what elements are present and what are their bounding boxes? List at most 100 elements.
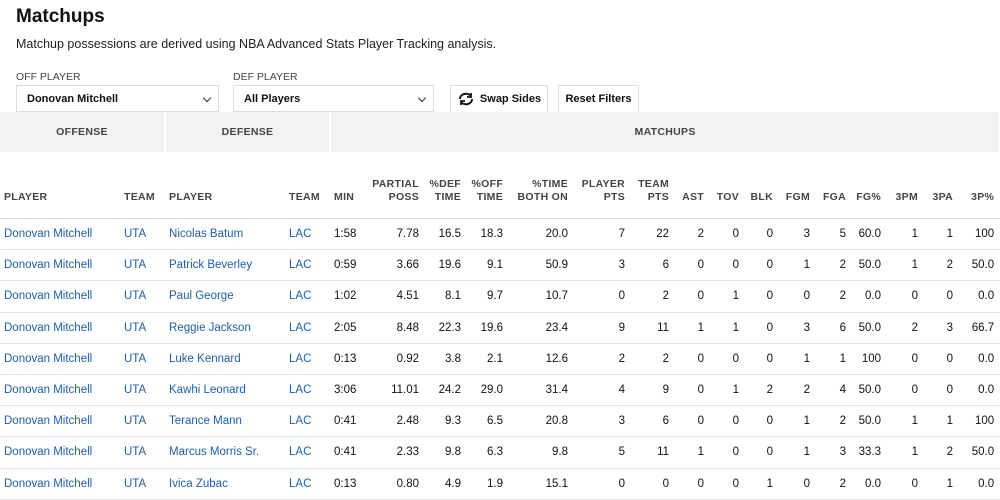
link-cell[interactable]: UTA xyxy=(120,436,166,469)
link-cell[interactable]: LAC xyxy=(285,374,331,407)
cell: 24.2 xyxy=(425,374,468,407)
cell: 3 xyxy=(574,249,632,282)
cell: 0 xyxy=(924,280,960,313)
link-cell[interactable]: Kawhi Leonard xyxy=(165,374,286,407)
cell: 0 xyxy=(710,343,746,375)
cell: 1 xyxy=(779,436,817,469)
cell: 8.48 xyxy=(370,312,426,344)
link-cell[interactable]: LAC xyxy=(285,436,331,469)
cell: 0 xyxy=(924,374,960,407)
link-cell[interactable]: UTA xyxy=(120,374,166,407)
cell: 50.0 xyxy=(959,249,1000,282)
swap-icon xyxy=(458,92,473,106)
cell: 3 xyxy=(779,312,817,344)
link-cell[interactable]: Donovan Mitchell xyxy=(0,468,120,500)
table-row: Donovan Mitchell UTA Kawhi Leonard LAC 3:06 1… xyxy=(0,374,1000,407)
filter-label: DEF PLAYER xyxy=(233,71,298,83)
link-cell[interactable]: Donovan Mitchell xyxy=(0,218,120,251)
column-header: %DEF TIME xyxy=(425,152,468,219)
cell: 1 xyxy=(779,343,817,375)
cell: 22.3 xyxy=(425,312,468,344)
link-cell[interactable]: LAC xyxy=(285,312,331,344)
link-cell[interactable]: Donovan Mitchell xyxy=(0,312,120,344)
table-row: Donovan Mitchell UTA Terance Mann LAC 0:41 2.… xyxy=(0,405,1000,438)
cell: 1 xyxy=(887,405,925,438)
link-cell[interactable]: UTA xyxy=(120,218,166,251)
cell: 1 xyxy=(887,436,925,469)
cell: 1 xyxy=(816,343,853,375)
cell: 0.92 xyxy=(370,343,426,375)
link-cell[interactable]: LAC xyxy=(285,280,331,313)
cell: 19.6 xyxy=(425,249,468,282)
swap-button[interactable]: Swap Sides xyxy=(450,85,548,113)
link-cell[interactable]: UTA xyxy=(120,343,166,375)
cell: 2 xyxy=(887,312,925,344)
link-cell[interactable]: Donovan Mitchell xyxy=(0,280,120,313)
link-cell[interactable]: UTA xyxy=(120,249,166,282)
table-row: Donovan Mitchell UTA Patrick Beverley LAC 0:… xyxy=(0,249,1000,282)
link-cell[interactable]: UTA xyxy=(120,405,166,438)
cell: 3 xyxy=(574,405,632,438)
link-cell[interactable]: Donovan Mitchell xyxy=(0,343,120,375)
cell: 3.66 xyxy=(370,249,426,282)
link-cell[interactable]: UTA xyxy=(120,280,166,313)
column-header: MIN xyxy=(330,152,371,219)
cell: 9.1 xyxy=(467,249,510,282)
def-player-select[interactable]: All Players xyxy=(233,85,434,112)
cell: 19.6 xyxy=(467,312,510,344)
cell: 0 xyxy=(887,468,925,500)
link-cell[interactable]: LAC xyxy=(285,405,331,438)
cell: 7.78 xyxy=(370,218,426,251)
cell: 2 xyxy=(816,405,853,438)
cell: 0:41 xyxy=(330,405,371,438)
link-cell[interactable]: Donovan Mitchell xyxy=(0,405,120,438)
cell: 20.0 xyxy=(509,218,575,251)
cell: 0 xyxy=(631,468,676,500)
cell: 18.3 xyxy=(467,218,510,251)
link-cell[interactable]: Reggie Jackson xyxy=(165,312,286,344)
cell: 50.0 xyxy=(852,249,888,282)
cell: 5 xyxy=(574,436,632,469)
link-cell[interactable]: Paul George xyxy=(165,280,286,313)
cell: 0 xyxy=(887,280,925,313)
link-cell[interactable]: Marcus Morris Sr. xyxy=(165,436,286,469)
cell: 12.6 xyxy=(509,343,575,375)
link-cell[interactable]: Nicolas Batum xyxy=(165,218,286,251)
cell: 0 xyxy=(675,468,711,500)
link-cell[interactable]: Donovan Mitchell xyxy=(0,249,120,282)
cell: 9 xyxy=(631,374,676,407)
link-cell[interactable]: UTA xyxy=(120,468,166,500)
column-header: AST xyxy=(675,152,711,219)
cell: 4.51 xyxy=(370,280,426,313)
link-cell[interactable]: LAC xyxy=(285,343,331,375)
cell: 60.0 xyxy=(852,218,888,251)
link-cell[interactable]: Terance Mann xyxy=(165,405,286,438)
link-cell[interactable]: Donovan Mitchell xyxy=(0,436,120,469)
cell: 2 xyxy=(816,280,853,313)
link-cell[interactable]: Ivica Zubac xyxy=(165,468,286,500)
reset-button[interactable]: Reset Filters xyxy=(558,85,639,113)
cell: 2 xyxy=(631,343,676,375)
table-row: Donovan Mitchell UTA Reggie Jackson LAC 2:05… xyxy=(0,312,1000,344)
link-cell[interactable]: LAC xyxy=(285,249,331,282)
cell: 1:58 xyxy=(330,218,371,251)
link-cell[interactable]: UTA xyxy=(120,312,166,344)
cell: 2 xyxy=(745,374,780,407)
column-header: 3PM xyxy=(887,152,925,219)
cell: 3:06 xyxy=(330,374,371,407)
cell: 9.3 xyxy=(425,405,468,438)
table-row: Donovan Mitchell UTA Paul George LAC 1:02 4.5… xyxy=(0,280,1000,313)
cell: 23.4 xyxy=(509,312,575,344)
link-cell[interactable]: Patrick Beverley xyxy=(165,249,286,282)
link-cell[interactable]: LAC xyxy=(285,468,331,500)
link-cell[interactable]: Donovan Mitchell xyxy=(0,374,120,407)
link-cell[interactable]: LAC xyxy=(285,218,331,251)
off-player-select[interactable]: Donovan Mitchell xyxy=(16,85,219,112)
link-cell[interactable]: Luke Kennard xyxy=(165,343,286,375)
cell: 0 xyxy=(745,218,780,251)
select-value: All Players xyxy=(244,93,301,105)
cell: 0 xyxy=(710,436,746,469)
cell: 2 xyxy=(924,436,960,469)
cell: 1 xyxy=(924,468,960,500)
subtitle: Matchup possessions are derived using NB… xyxy=(16,37,497,51)
